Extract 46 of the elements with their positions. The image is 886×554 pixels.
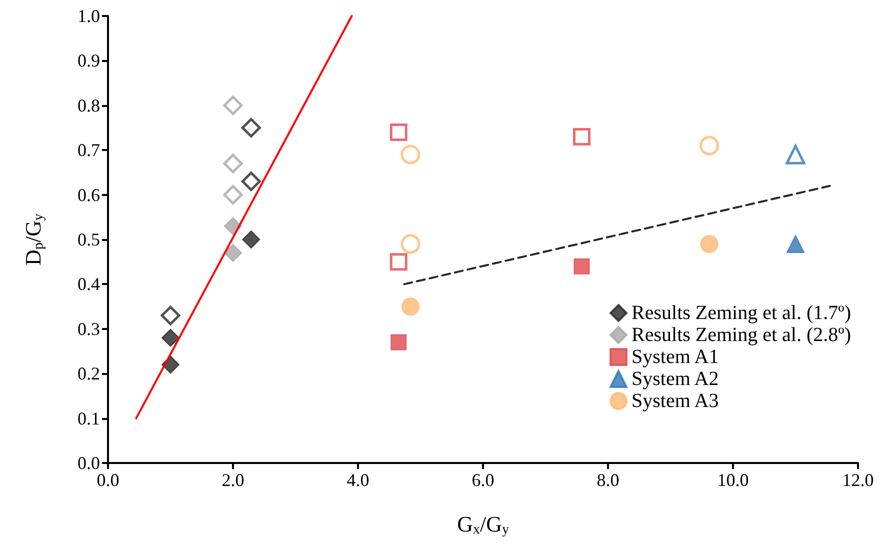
- point: [400, 144, 420, 164]
- point: [700, 136, 719, 156]
- point: [241, 172, 261, 192]
- y-tick-label: 0.4: [78, 274, 100, 294]
- point: [573, 128, 590, 146]
- point: [162, 328, 180, 347]
- legend-label: System A1: [632, 346, 719, 368]
- y-tick-label: 0.6: [78, 184, 100, 205]
- point: [390, 253, 408, 271]
- point: [241, 118, 261, 138]
- y-tick-label: 0.8: [78, 95, 100, 116]
- point: [574, 258, 590, 274]
- point: [786, 234, 804, 253]
- y-tick-label: 0.3: [78, 318, 100, 339]
- y-tick-label: 0.0: [78, 453, 100, 473]
- y-tick-label: 1.0: [78, 6, 100, 26]
- x-tick-label: 8.0: [596, 470, 620, 490]
- y-tick-label: 0.2: [78, 364, 100, 384]
- point: [390, 123, 408, 141]
- point: [223, 154, 243, 174]
- y-tick-label: 0.5: [78, 230, 100, 250]
- x-tick-label: 2.0: [222, 470, 244, 490]
- point: [786, 144, 806, 164]
- point: [224, 244, 242, 262]
- y-tick-label: 0.1: [78, 408, 100, 428]
- point: [242, 230, 260, 248]
- y-axis-title: Dp/Gy: [20, 214, 46, 266]
- legend-label: Results Zeming et al. (2.8º): [632, 324, 852, 346]
- point: [224, 217, 242, 236]
- point: [390, 334, 407, 350]
- x-tick-label: 10.0: [717, 470, 749, 490]
- legend-label: System A2: [632, 368, 719, 390]
- point: [400, 234, 420, 254]
- legend-label: Results Zeming et al. (1.7º): [632, 302, 852, 324]
- point: [223, 185, 243, 205]
- x-tick-label: 12.0: [842, 470, 874, 490]
- point: [223, 96, 243, 116]
- point: [402, 298, 420, 316]
- legend-label: System A3: [632, 390, 719, 412]
- y-tick-label: 0.9: [78, 50, 100, 71]
- x-tick-label: 4.0: [346, 470, 370, 490]
- point: [160, 306, 180, 326]
- x-tick-label: 6.0: [472, 470, 494, 490]
- point: [700, 234, 718, 253]
- x-tick-label: 0.0: [96, 470, 120, 490]
- y-tick-label: 0.7: [78, 140, 100, 160]
